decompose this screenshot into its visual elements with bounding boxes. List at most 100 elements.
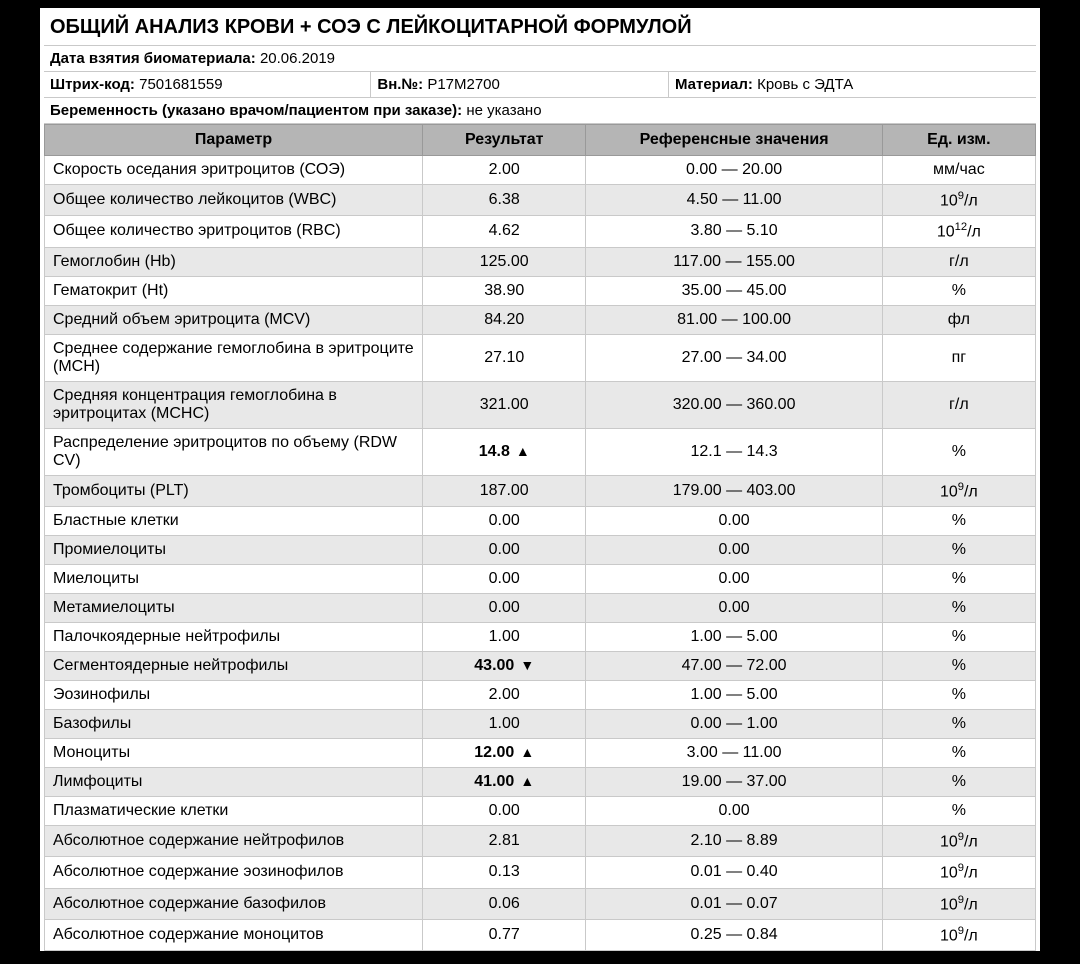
table-row: Эозинофилы2.001.00 — 5.00% [45, 680, 1036, 709]
meta-date-label: Дата взятия биоматериала: [50, 50, 256, 67]
cell-unit: г/л [882, 247, 1035, 276]
cell-reference: 0.00 [586, 796, 882, 825]
table-row: Абсолютное содержание нейтрофилов2.812.1… [45, 825, 1036, 856]
meta-material: Материал: Кровь с ЭДТА [669, 72, 1036, 97]
cell-reference: 320.00 — 360.00 [586, 381, 882, 428]
meta-date: Дата взятия биоматериала: 20.06.2019 [44, 46, 1036, 71]
cell-result: 0.00 [423, 796, 586, 825]
table-row: Средний объем эритроцита (MCV)84.2081.00… [45, 305, 1036, 334]
cell-result: 4.62 [423, 216, 586, 247]
header-param: Параметр [45, 125, 423, 156]
meta-barcode-value: 7501681559 [139, 76, 222, 93]
cell-reference: 0.25 — 0.84 [586, 919, 882, 950]
table-row: Моноциты12.00▲3.00 — 11.00% [45, 738, 1036, 767]
table-row: Абсолютное содержание моноцитов0.770.25 … [45, 919, 1036, 950]
results-table: Параметр Результат Референсные значения … [44, 124, 1036, 951]
cell-reference: 4.50 — 11.00 [586, 185, 882, 216]
cell-unit: 109/л [882, 825, 1035, 856]
meta-row-date: Дата взятия биоматериала: 20.06.2019 [44, 46, 1036, 72]
cell-unit: % [882, 767, 1035, 796]
cell-unit: 109/л [882, 185, 1035, 216]
meta-row-pregnancy: Беременность (указано врачом/пациентом п… [44, 98, 1036, 124]
arrow-up-icon: ▲ [516, 443, 530, 459]
cell-reference: 3.00 — 11.00 [586, 738, 882, 767]
meta-barcode-label: Штрих-код: [50, 76, 135, 93]
cell-unit: % [882, 622, 1035, 651]
cell-reference: 0.00 [586, 506, 882, 535]
cell-result: 0.00 [423, 564, 586, 593]
cell-result: 0.77 [423, 919, 586, 950]
cell-param: Гематокрит (Ht) [45, 276, 423, 305]
cell-result: 12.00▲ [423, 738, 586, 767]
header-result: Результат [423, 125, 586, 156]
cell-unit: 109/л [882, 475, 1035, 506]
cell-param: Абсолютное содержание эозинофилов [45, 857, 423, 888]
report-title: ОБЩИЙ АНАЛИЗ КРОВИ + СОЭ С ЛЕЙКОЦИТАРНОЙ… [44, 12, 1036, 46]
cell-param: Общее количество лейкоцитов (WBC) [45, 185, 423, 216]
cell-param: Палочкоядерные нейтрофилы [45, 622, 423, 651]
arrow-down-icon: ▼ [520, 657, 534, 673]
meta-pregnancy-value: не указано [466, 102, 541, 119]
table-row: Промиелоциты0.000.00% [45, 535, 1036, 564]
meta-material-value: Кровь с ЭДТА [757, 76, 853, 93]
cell-param: Базофилы [45, 709, 423, 738]
cell-unit: пг [882, 334, 1035, 381]
table-row: Лимфоциты41.00▲19.00 — 37.00% [45, 767, 1036, 796]
cell-unit: % [882, 796, 1035, 825]
meta-pregnancy: Беременность (указано врачом/пациентом п… [44, 98, 1036, 123]
header-ref: Референсные значения [586, 125, 882, 156]
cell-result: 0.06 [423, 888, 586, 919]
table-row: Распределение эритроцитов по объему (RDW… [45, 428, 1036, 475]
cell-unit: % [882, 564, 1035, 593]
cell-unit: 109/л [882, 919, 1035, 950]
table-row: Среднее содержание гемоглобина в эритроц… [45, 334, 1036, 381]
cell-reference: 3.80 — 5.10 [586, 216, 882, 247]
cell-reference: 27.00 — 34.00 [586, 334, 882, 381]
cell-unit: мм/час [882, 156, 1035, 185]
cell-param: Абсолютное содержание моноцитов [45, 919, 423, 950]
cell-param: Средняя концентрация гемоглобина в эритр… [45, 381, 423, 428]
cell-param: Средний объем эритроцита (MCV) [45, 305, 423, 334]
table-row: Абсолютное содержание эозинофилов0.130.0… [45, 857, 1036, 888]
table-row: Плазматические клетки0.000.00% [45, 796, 1036, 825]
cell-reference: 12.1 — 14.3 [586, 428, 882, 475]
cell-reference: 19.00 — 37.00 [586, 767, 882, 796]
cell-result: 84.20 [423, 305, 586, 334]
cell-result: 187.00 [423, 475, 586, 506]
cell-param: Абсолютное содержание нейтрофилов [45, 825, 423, 856]
cell-result: 321.00 [423, 381, 586, 428]
cell-param: Тромбоциты (PLT) [45, 475, 423, 506]
cell-reference: 81.00 — 100.00 [586, 305, 882, 334]
cell-param: Лимфоциты [45, 767, 423, 796]
table-row: Метамиелоциты0.000.00% [45, 593, 1036, 622]
cell-reference: 0.00 [586, 593, 882, 622]
meta-pregnancy-label: Беременность (указано врачом/пациентом п… [50, 102, 462, 119]
cell-reference: 1.00 — 5.00 [586, 622, 882, 651]
cell-unit: % [882, 651, 1035, 680]
table-row: Скорость оседания эритроцитов (СОЭ)2.000… [45, 156, 1036, 185]
table-header-row: Параметр Результат Референсные значения … [45, 125, 1036, 156]
cell-param: Скорость оседания эритроцитов (СОЭ) [45, 156, 423, 185]
cell-unit: г/л [882, 381, 1035, 428]
cell-reference: 0.01 — 0.07 [586, 888, 882, 919]
cell-reference: 35.00 — 45.00 [586, 276, 882, 305]
table-row: Базофилы1.000.00 — 1.00% [45, 709, 1036, 738]
arrow-up-icon: ▲ [520, 744, 534, 760]
cell-result: 27.10 [423, 334, 586, 381]
cell-unit: % [882, 276, 1035, 305]
cell-reference: 1.00 — 5.00 [586, 680, 882, 709]
cell-unit: % [882, 709, 1035, 738]
cell-unit: % [882, 593, 1035, 622]
table-row: Палочкоядерные нейтрофилы1.001.00 — 5.00… [45, 622, 1036, 651]
table-row: Сегментоядерные нейтрофилы43.00▼47.00 — … [45, 651, 1036, 680]
cell-unit: % [882, 506, 1035, 535]
meta-vn-value: Р17М2700 [427, 76, 500, 93]
cell-result: 0.00 [423, 506, 586, 535]
cell-result: 2.00 [423, 156, 586, 185]
cell-result: 0.00 [423, 535, 586, 564]
cell-param: Миелоциты [45, 564, 423, 593]
cell-param: Моноциты [45, 738, 423, 767]
cell-result: 6.38 [423, 185, 586, 216]
cell-param: Гемоглобин (Hb) [45, 247, 423, 276]
cell-unit: % [882, 535, 1035, 564]
